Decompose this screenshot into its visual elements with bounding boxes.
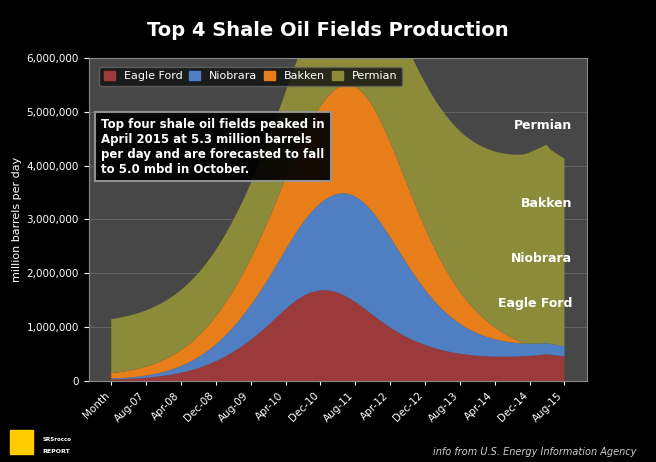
Text: Bakken: Bakken (521, 197, 572, 210)
Text: REPORT: REPORT (43, 449, 70, 454)
Text: Permian: Permian (514, 119, 572, 132)
Text: Eagle Ford: Eagle Ford (498, 297, 572, 310)
Y-axis label: million barrels per day: million barrels per day (12, 157, 22, 282)
Text: info from U.S. Energy Information Agency: info from U.S. Energy Information Agency (433, 447, 636, 457)
Text: Niobrara: Niobrara (511, 252, 572, 265)
Text: Top 4 Shale Oil Fields Production: Top 4 Shale Oil Fields Production (147, 21, 509, 40)
Legend: Eagle Ford, Niobrara, Bakken, Permian: Eagle Ford, Niobrara, Bakken, Permian (99, 67, 401, 86)
Bar (10, 431, 33, 455)
Text: Top four shale oil fields peaked in
April 2015 at 5.3 million barrels
per day an: Top four shale oil fields peaked in Apri… (101, 118, 325, 176)
Text: SRSrocco: SRSrocco (43, 437, 72, 442)
